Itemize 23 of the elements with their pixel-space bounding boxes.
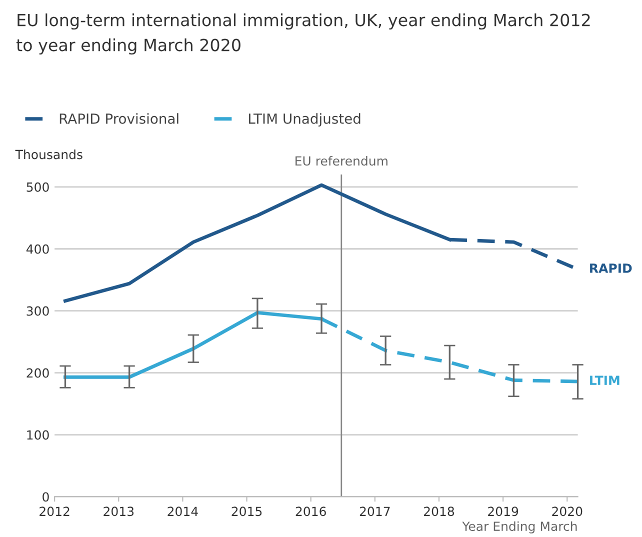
- ref-line-label: EU referendum: [296, 156, 388, 166]
- annotation: RAPID: [590, 264, 632, 273]
- y-tick-label: 0: [42, 492, 49, 502]
- y-tick-label: 500: [26, 182, 49, 192]
- x-axis-title: Year Ending March: [462, 521, 577, 534]
- chart-title: EU long-term international immigration, UK, year ending March 2012 to year ending March 2020: [16, 13, 590, 55]
- x-tick-label: 2014: [168, 506, 198, 516]
- x-tick-label: 2017: [360, 506, 390, 516]
- y-tick-label: 200: [26, 368, 49, 378]
- legend-label: LTIM Unadjusted: [249, 113, 360, 127]
- x-tick-label: 2019: [488, 506, 518, 516]
- x-tick-label: 2012: [40, 506, 70, 516]
- y-tick-label: 300: [26, 306, 49, 316]
- y-tick-label: 400: [26, 244, 49, 254]
- x-tick-label: 2018: [424, 506, 454, 516]
- y-tick-label: 100: [27, 430, 49, 440]
- annotation: LTIM: [590, 376, 620, 385]
- x-tick-label: 2013: [104, 506, 134, 516]
- legend-label: RAPID Provisional: [60, 113, 178, 124]
- x-tick-label: 2020: [552, 506, 582, 516]
- y-axis-title: Thousands: [15, 150, 82, 160]
- x-tick-label: 2016: [296, 506, 326, 516]
- x-tick-label: 2015: [232, 506, 262, 516]
